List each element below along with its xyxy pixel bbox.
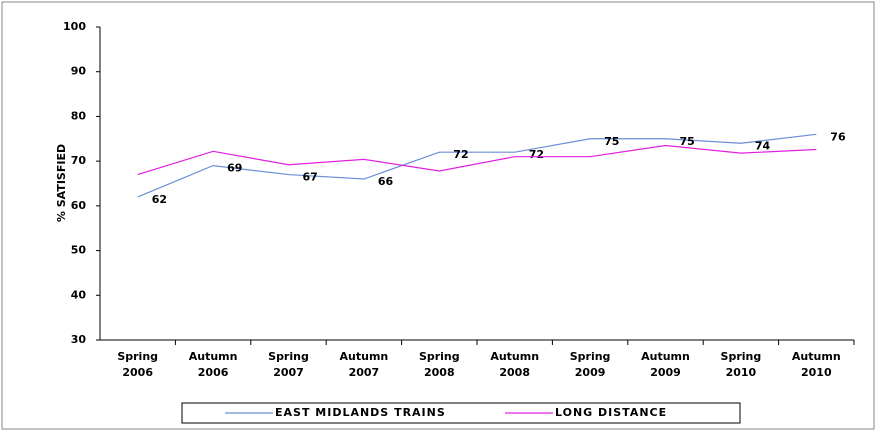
y-axis-label: % SATISFIED (55, 144, 68, 222)
series-line (137, 144, 817, 176)
data-label: 72 (453, 148, 468, 161)
data-label: 74 (755, 139, 771, 152)
x-tick-label: Autumn 2009 (641, 350, 690, 379)
y-tick-label: 90 (71, 65, 87, 78)
x-tick-label: Spring 2010 (720, 350, 762, 379)
y-tick-label: 60 (71, 199, 87, 212)
x-tick-label: Spring 2008 (418, 350, 460, 379)
x-tick-label: Spring 2006 (117, 350, 159, 379)
legend-box (181, 402, 741, 424)
y-tick-label: 40 (71, 288, 87, 301)
data-label: 62 (152, 193, 167, 206)
y-tick-label: 70 (71, 154, 87, 167)
x-tick-label: Autumn 2007 (339, 350, 389, 379)
data-label: 72 (529, 148, 544, 161)
data-label: 67 (303, 171, 318, 184)
data-label: 66 (378, 175, 394, 188)
x-tick-label: Autumn 2006 (188, 350, 238, 379)
x-tick-label: Autumn 2010 (791, 350, 841, 379)
series-line (137, 133, 817, 198)
x-tick-label: Autumn 2008 (490, 350, 540, 379)
legend-label: LONG DISTANCE (555, 406, 667, 419)
y-tick-label: 50 (71, 244, 87, 257)
y-tick-label: 80 (71, 109, 87, 122)
y-tick-label: 30 (71, 333, 87, 346)
data-label: 69 (227, 162, 242, 175)
data-label: 75 (604, 135, 619, 148)
data-label: 75 (680, 135, 695, 148)
data-label: 76 (830, 130, 846, 143)
y-tick-label: 100 (63, 20, 86, 33)
x-tick-label: Spring 2007 (268, 350, 309, 379)
legend-label: EAST MIDLANDS TRAINS (275, 406, 446, 419)
x-tick-label: Spring 2009 (569, 350, 611, 379)
